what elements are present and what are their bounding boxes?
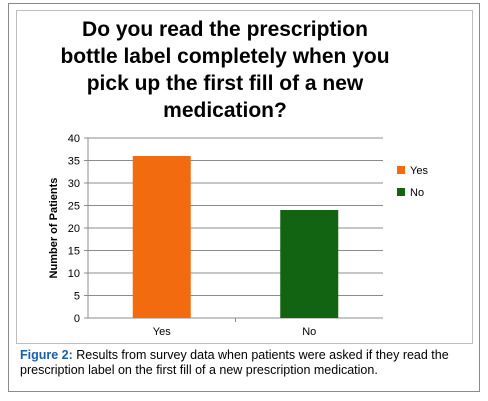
y-tick-label: 0 xyxy=(74,313,80,325)
figure-caption: Figure 2: Results from survey data when … xyxy=(20,348,472,378)
legend-swatch-no xyxy=(397,188,405,196)
x-tick-label: No xyxy=(302,326,316,338)
legend-label-no: No xyxy=(410,187,424,199)
bar-no xyxy=(280,210,339,318)
y-tick-label: 40 xyxy=(68,133,80,145)
y-tick-label: 10 xyxy=(68,268,80,280)
y-tick-label: 25 xyxy=(68,201,80,213)
y-axis-label: Number of Patients xyxy=(48,178,60,279)
bar-yes xyxy=(132,156,191,318)
y-tick-label: 20 xyxy=(68,223,80,235)
y-tick-label: 35 xyxy=(68,156,80,168)
chart-area xyxy=(16,10,473,344)
x-tick-label: Yes xyxy=(153,326,171,338)
caption-text: Results from survey data when patients w… xyxy=(20,348,449,377)
legend-label-yes: Yes xyxy=(410,165,428,177)
y-tick-label: 30 xyxy=(68,178,80,190)
y-tick-label: 15 xyxy=(68,246,80,258)
chart-title: Do you read the prescription bottle labe… xyxy=(60,18,390,122)
figure-label: Figure 2: xyxy=(20,348,73,362)
y-tick-label: 5 xyxy=(74,291,80,303)
legend-swatch-yes xyxy=(397,166,405,174)
